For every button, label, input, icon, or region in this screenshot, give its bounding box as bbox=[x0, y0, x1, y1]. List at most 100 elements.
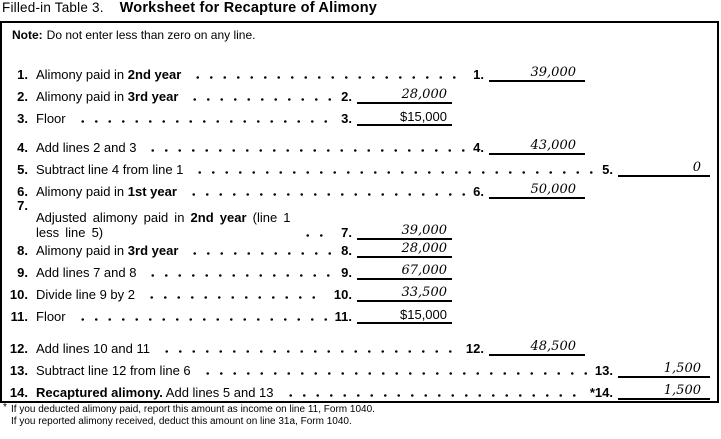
page-title: Filled-in Table 3. Worksheet for Recaptu… bbox=[2, 0, 377, 16]
dot-leader bbox=[191, 76, 466, 79]
answer-value: 1,500 bbox=[618, 361, 710, 378]
answer-value: 28,000 bbox=[357, 87, 452, 104]
note: Note: Do not enter less than zero on any … bbox=[12, 28, 255, 42]
dot-leader bbox=[186, 193, 466, 196]
label-text: Alimony paid in bbox=[36, 67, 128, 82]
label-bold: 3rd year bbox=[127, 243, 179, 258]
answer-line-number: 9. bbox=[341, 265, 352, 280]
label-bold: 1st year bbox=[127, 184, 177, 199]
answer-line-number: 8. bbox=[341, 243, 352, 258]
answer-value: 39,000 bbox=[357, 223, 452, 240]
line-label: Subtract line 4 from line 1 bbox=[36, 162, 183, 177]
line-number: 2. bbox=[17, 89, 28, 104]
line-label: Alimony paid in 3rd year bbox=[36, 89, 178, 104]
worksheet-border-box bbox=[0, 21, 719, 403]
label-text: Adjusted alimony paid in bbox=[36, 210, 191, 225]
answer-value: 1,500 bbox=[618, 383, 710, 400]
line-label: Alimony paid in 3rd year bbox=[36, 243, 178, 258]
label-text: Floor bbox=[36, 111, 66, 126]
line-number: 8. bbox=[17, 243, 28, 258]
worksheet-row-5: 5. Subtract line 4 from line 1 5. 0 bbox=[6, 157, 710, 177]
label-bold: 2nd year bbox=[190, 210, 247, 225]
answer-value: 0 bbox=[618, 160, 710, 177]
table-title: Worksheet for Recapture of Alimony bbox=[119, 0, 378, 16]
line-label: Add lines 7 and 8 bbox=[36, 265, 136, 280]
dot-leader bbox=[283, 394, 582, 397]
line-label: Floor bbox=[36, 111, 66, 126]
dot-leader bbox=[145, 296, 326, 299]
dot-leader bbox=[200, 372, 587, 375]
answer-value: 50,000 bbox=[489, 182, 585, 199]
worksheet-row-14: 14. Recaptured alimony. Add lines 5 and … bbox=[6, 380, 710, 400]
line-label: Subtract line 12 from line 6 bbox=[36, 363, 191, 378]
answer-value: 67,000 bbox=[357, 263, 452, 280]
answer-line-number: 6. bbox=[473, 184, 484, 199]
worksheet-row-13: 13. Subtract line 12 from line 6 13. 1,5… bbox=[6, 358, 710, 378]
label-text: Subtract line 4 from line 1 bbox=[36, 162, 184, 177]
line-label: Recaptured alimony. Add lines 5 and 13 bbox=[36, 385, 274, 400]
table-label: Filled-in Table 3. bbox=[2, 0, 104, 15]
answer-value: 43,000 bbox=[489, 138, 585, 155]
line-label: Divide line 9 by 2 bbox=[36, 287, 135, 302]
label-text: Add lines 2 and 3 bbox=[36, 140, 137, 155]
dot-leader bbox=[159, 350, 458, 353]
line-number: 4. bbox=[17, 140, 28, 155]
line-number: 6. bbox=[17, 184, 28, 199]
worksheet-row-6: 6. Alimony paid in 1st year 6. 50,000 bbox=[6, 179, 585, 199]
answer-line-number: 1. bbox=[473, 67, 484, 82]
worksheet-row-2: 2. Alimony paid in 3rd year 2. 28,000 bbox=[6, 84, 452, 104]
label-text: less line 5) bbox=[36, 225, 104, 240]
worksheet-row-3: 3. Floor 3. $15,000 bbox=[6, 106, 452, 126]
answer-line-number: 7. bbox=[341, 225, 352, 240]
label-bold: 3rd year bbox=[127, 89, 179, 104]
asterisk-marker: * bbox=[3, 402, 7, 413]
line-number: 14. bbox=[9, 385, 28, 400]
label-text: Floor bbox=[36, 309, 66, 324]
answer-line-number: 5. bbox=[602, 162, 613, 177]
label-text: Add lines 5 and 13 bbox=[162, 385, 274, 400]
answer-value: 28,000 bbox=[357, 241, 452, 258]
line-number: 12. bbox=[9, 341, 28, 356]
line-label: Alimony paid in 2nd year bbox=[36, 67, 181, 82]
line-number: 9. bbox=[17, 265, 28, 280]
line-number: 3. bbox=[17, 111, 28, 126]
footnote-line-2: If you reported alimony received, deduct… bbox=[11, 415, 352, 427]
line-number: 11. bbox=[10, 309, 28, 324]
footnote: * If you deducted alimony paid, report t… bbox=[3, 402, 375, 427]
answer-value: 39,000 bbox=[489, 65, 585, 82]
dot-leader bbox=[188, 252, 334, 255]
worksheet-row-4: 4. Add lines 2 and 3 4. 43,000 bbox=[6, 135, 585, 155]
label-text: Divide line 9 by 2 bbox=[36, 287, 135, 302]
worksheet-row-11: 11. Floor 11. $15,000 bbox=[6, 304, 452, 324]
answer-line-number: 11. bbox=[334, 309, 352, 324]
line-number: 10. bbox=[9, 287, 28, 302]
dot-leader bbox=[188, 98, 334, 101]
answer-line-number: 4. bbox=[473, 140, 484, 155]
line-number: 7. bbox=[17, 198, 28, 213]
line-label: Adjusted alimony paid in 2nd year (line … bbox=[36, 210, 291, 240]
label-text: Subtract line 12 from line 6 bbox=[36, 363, 191, 378]
worksheet-row-1: 1. Alimony paid in 2nd year 1. 39,000 bbox=[6, 62, 585, 82]
footnote-line-1: If you deducted alimony paid, report thi… bbox=[11, 404, 375, 415]
answer-line-number: *14. bbox=[589, 385, 613, 400]
label-text: Alimony paid in bbox=[36, 89, 128, 104]
label-text: Alimony paid in bbox=[36, 184, 128, 199]
label-bold: 2nd year bbox=[127, 67, 182, 82]
line-number: 1. bbox=[17, 67, 28, 82]
line-label: Floor bbox=[36, 309, 66, 324]
line-label: Alimony paid in 1st year bbox=[36, 184, 177, 199]
answer-value: 48,500 bbox=[489, 339, 585, 356]
dot-leader bbox=[146, 149, 466, 152]
answer-value: 33,500 bbox=[357, 285, 452, 302]
dot-leader bbox=[146, 274, 334, 277]
worksheet-row-8: 8. Alimony paid in 3rd year 8. 28,000 bbox=[6, 238, 452, 258]
line-label: Add lines 10 and 11 bbox=[36, 341, 150, 356]
line-number: 13. bbox=[9, 363, 28, 378]
dot-leader bbox=[300, 234, 334, 237]
label-text: Add lines 7 and 8 bbox=[36, 265, 137, 280]
answer-line-number: 13. bbox=[594, 363, 613, 378]
dot-leader bbox=[75, 318, 327, 321]
answer-value: $15,000 bbox=[357, 109, 452, 126]
answer-line-number: 3. bbox=[341, 111, 352, 126]
